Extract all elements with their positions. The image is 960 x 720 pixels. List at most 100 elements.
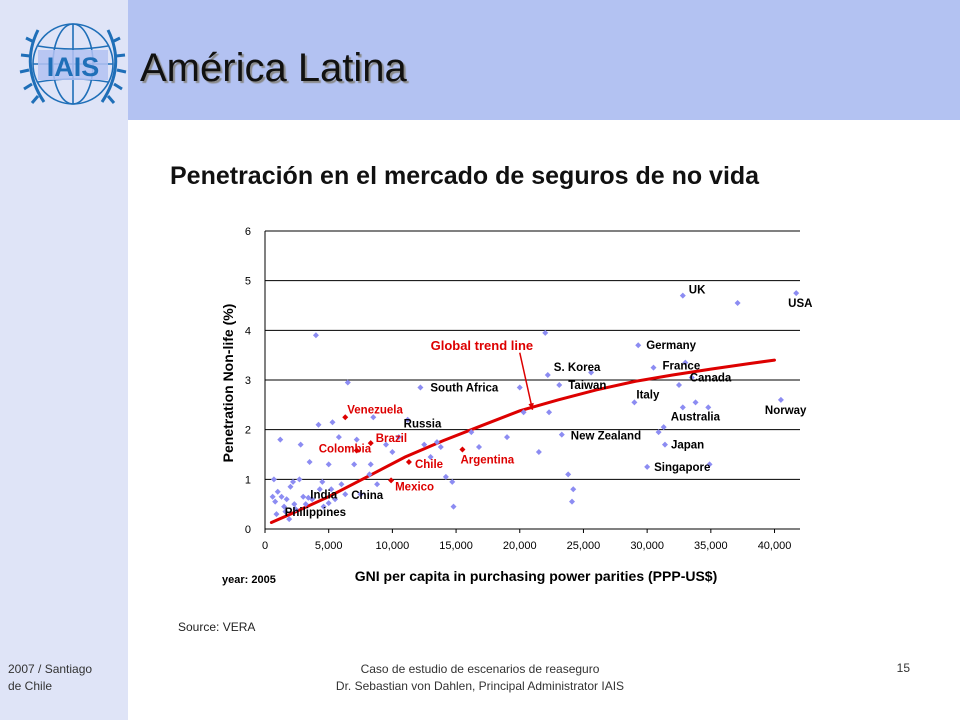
iais-logo: IAIS — [19, 23, 127, 105]
data-point — [520, 409, 527, 416]
data-point — [367, 461, 374, 468]
label-s-korea: S. Korea — [554, 362, 601, 374]
trend-line-label: Global trend line — [431, 338, 534, 353]
label-china: China — [351, 490, 384, 502]
top-band — [128, 0, 960, 120]
data-point — [274, 488, 281, 495]
data-point — [319, 478, 326, 485]
data-point — [570, 486, 577, 493]
point-germany — [635, 342, 642, 349]
data-point — [329, 419, 336, 426]
label-brazil: Brazil — [376, 433, 407, 445]
point-s-korea — [544, 372, 551, 379]
data-point — [692, 399, 699, 406]
data-point — [433, 439, 440, 446]
point-new-zealand — [558, 431, 565, 438]
data-point — [476, 444, 482, 451]
trend-arrow-head — [528, 402, 534, 410]
label-singapore: Singapore — [654, 462, 710, 474]
footer-left: 2007 / Santiago de Chile — [8, 661, 128, 695]
point-brazil — [367, 440, 374, 447]
label-south-africa: South Africa — [430, 382, 499, 394]
trend-line — [269, 358, 776, 524]
label-colombia: Colombia — [319, 444, 372, 456]
label-australia: Australia — [671, 411, 721, 423]
data-point — [302, 501, 309, 508]
x-tick-label: 0 — [262, 540, 268, 552]
point-china — [342, 491, 349, 498]
point-chile — [405, 458, 412, 465]
point-mexico — [388, 477, 395, 484]
point-south-africa — [417, 384, 424, 391]
data-point — [427, 453, 434, 460]
data-point — [316, 486, 323, 493]
data-point — [306, 458, 313, 465]
scatter-chart: 0 1 2 3 4 5 6 0 5,000 10,000 15,000 20,000 25,000 30… — [220, 226, 813, 586]
data-point — [437, 444, 444, 451]
data-point — [335, 434, 342, 441]
point-colombia — [353, 447, 360, 454]
label-france: France — [663, 361, 701, 373]
chart-title: Penetración en el mercado de seguros de … — [170, 162, 760, 190]
point-japan — [661, 441, 668, 448]
label-norway: Norway — [765, 405, 807, 417]
data-point — [374, 481, 381, 488]
data-point — [281, 503, 288, 510]
data-point — [568, 498, 575, 505]
label-italy: Italy — [636, 389, 660, 401]
data-point — [468, 429, 475, 436]
y-tick-label: 6 — [245, 226, 251, 238]
data-point — [675, 381, 682, 388]
label-canada: Canada — [690, 373, 732, 385]
y-axis-label: Penetration Non-life (%) — [220, 304, 236, 463]
label-russia: Russia — [404, 419, 442, 431]
data-point — [370, 414, 377, 421]
label-germany: Germany — [646, 340, 696, 352]
point-argentina — [459, 446, 466, 453]
footer-left-line2: de Chile — [8, 679, 53, 693]
data-point — [332, 496, 339, 503]
x-tick-label: 25,000 — [567, 540, 601, 552]
data-point — [421, 441, 428, 448]
data-point — [328, 486, 335, 493]
label-chile: Chile — [415, 459, 443, 471]
data-point — [277, 436, 284, 443]
data-point — [535, 449, 542, 456]
footer-left-line1: 2007 / Santiago — [8, 662, 93, 676]
page-number: 15 — [896, 661, 910, 675]
data-point — [353, 436, 360, 443]
y-tick-label: 2 — [245, 425, 251, 437]
point-philippines — [325, 500, 332, 507]
data-point — [655, 429, 662, 436]
annotations: Global trend line — [431, 338, 534, 410]
data-point — [734, 300, 741, 307]
label-new-zealand: New Zealand — [571, 431, 641, 443]
data-point — [366, 471, 373, 478]
footer-center: Caso de estudio de escenarios de reasegu… — [300, 661, 660, 695]
x-axis: 0 5,000 10,000 15,000 20,000 25,000 30,000 35,0… — [262, 529, 791, 552]
point-usa — [793, 290, 800, 297]
source-note: Source: VERA — [178, 620, 256, 634]
data-point — [286, 516, 293, 523]
footer-center-line2: Dr. Sebastian von Dahlen, Principal Admi… — [335, 679, 625, 693]
global-trend-line — [269, 358, 776, 524]
data-point — [273, 511, 280, 518]
data-point — [291, 501, 298, 508]
data-point — [705, 404, 712, 411]
y-tick-label: 3 — [245, 375, 251, 387]
point-australia — [679, 404, 686, 411]
data-point — [283, 496, 290, 503]
laurel-icon — [19, 29, 127, 104]
x-tick-label: 30,000 — [630, 540, 664, 552]
x-axis-label: GNI per capita in purchasing power parit… — [355, 568, 718, 584]
data-point — [357, 491, 364, 498]
x-tick-label: 35,000 — [694, 540, 728, 552]
point-singapore — [644, 463, 651, 470]
data-point — [296, 476, 303, 483]
data-point — [389, 449, 396, 456]
y-tick-label: 1 — [245, 474, 251, 486]
point-canada — [688, 374, 695, 381]
data-point — [272, 498, 279, 505]
data-point — [383, 441, 390, 448]
